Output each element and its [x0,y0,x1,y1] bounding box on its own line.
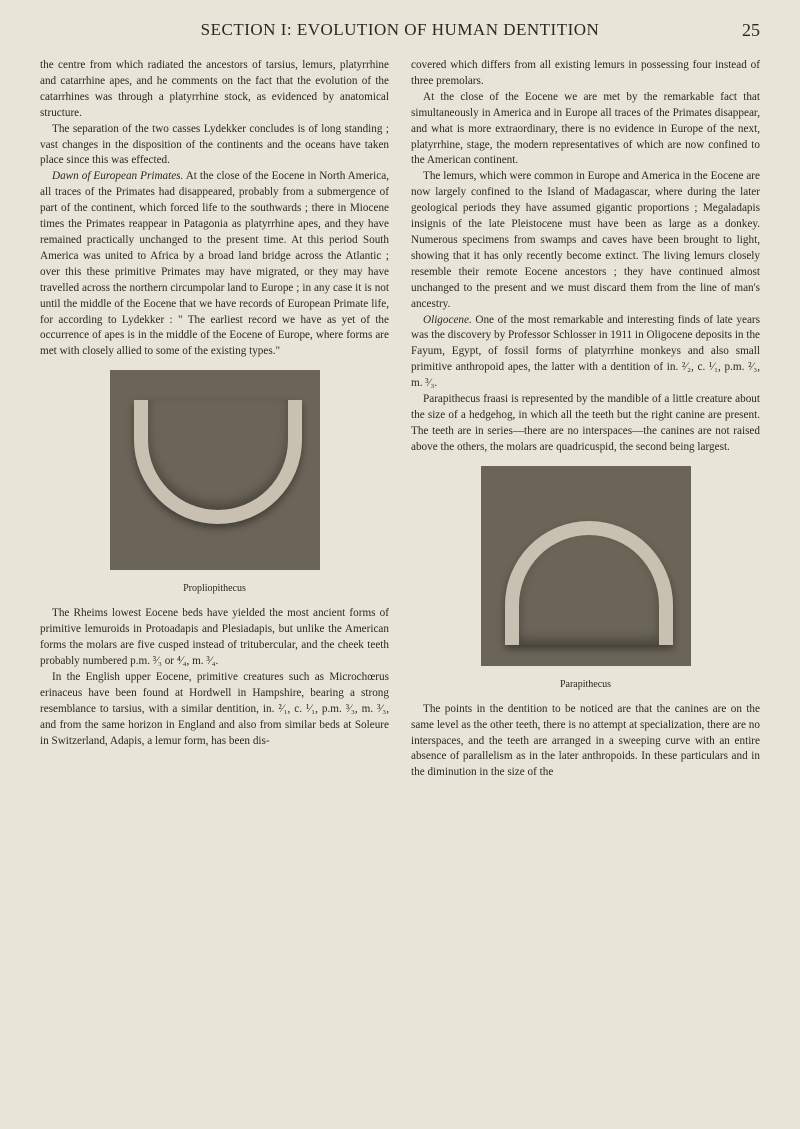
figure-caption: Propliopithecus [40,582,389,596]
section-title: SECTION I: EVOLUTION OF HUMAN DENTITION [40,20,760,40]
page-number: 25 [742,20,760,41]
page-header: SECTION I: EVOLUTION OF HUMAN DENTITION … [40,20,760,40]
left-column: the centre from which radiated the ances… [40,58,389,781]
figure-parapithecus: Parapithecus [411,466,760,692]
paragraph: In the English upper Eocene, primitive c… [40,670,389,750]
figure-caption: Parapithecus [411,678,760,692]
jaw-image [110,370,320,570]
italic-heading: Dawn of European Primates. [52,170,183,182]
paragraph: Parapithecus fraasi is represented by th… [411,392,760,456]
jaw-icon [505,521,673,645]
italic-heading: Oligocene. [423,314,472,326]
right-column: covered which differs from all existing … [411,58,760,781]
text-columns: the centre from which radiated the ances… [40,58,760,781]
paragraph: At the close of the Eocene we are met by… [411,90,760,170]
paragraph: The separation of the two casses Lydekke… [40,122,389,170]
jaw-image [481,466,691,666]
paragraph: The Rheims lowest Eocene beds have yield… [40,606,389,670]
paragraph: covered which differs from all existing … [411,58,760,90]
paragraph: The lemurs, which were common in Europe … [411,169,760,312]
paragraph: the centre from which radiated the ances… [40,58,389,122]
paragraph-text: At the close of the Eocene in North Amer… [40,170,389,357]
page: SECTION I: EVOLUTION OF HUMAN DENTITION … [0,0,800,811]
figure-propliopithecus: Propliopithecus [40,370,389,596]
paragraph: Oligocene. One of the most remarkable an… [411,313,760,393]
jaw-icon [134,400,302,524]
paragraph: Dawn of European Primates. At the close … [40,169,389,360]
paragraph: The points in the dentition to be notice… [411,702,760,782]
